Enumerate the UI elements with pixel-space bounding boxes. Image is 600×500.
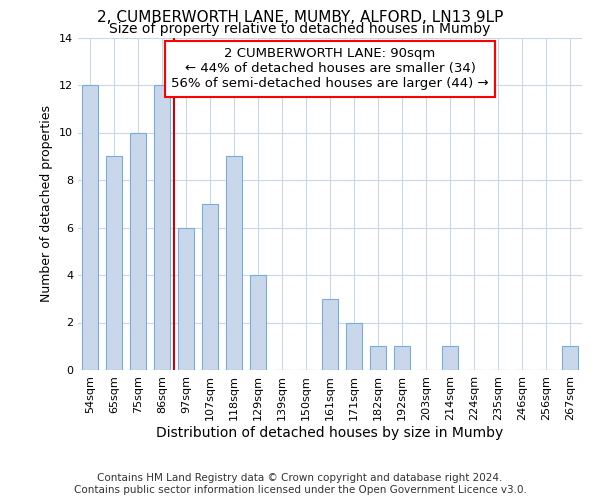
Bar (106, 156, 122, 370)
Bar (442, 346, 458, 370)
Bar (154, 85, 170, 370)
Bar (130, 132, 146, 370)
Text: Size of property relative to detached houses in Mumby: Size of property relative to detached ho… (109, 22, 491, 36)
Bar (226, 156, 242, 370)
Bar (178, 228, 194, 370)
Bar (202, 204, 218, 370)
Bar (346, 322, 362, 370)
Bar (82, 85, 98, 370)
X-axis label: Distribution of detached houses by size in Mumby: Distribution of detached houses by size … (157, 426, 503, 440)
Bar (562, 346, 578, 370)
Bar (250, 275, 266, 370)
Text: Contains HM Land Registry data © Crown copyright and database right 2024.
Contai: Contains HM Land Registry data © Crown c… (74, 474, 526, 495)
Text: 2, CUMBERWORTH LANE, MUMBY, ALFORD, LN13 9LP: 2, CUMBERWORTH LANE, MUMBY, ALFORD, LN13… (97, 10, 503, 25)
Bar (394, 346, 410, 370)
Bar (370, 346, 386, 370)
Bar (322, 298, 338, 370)
Text: 2 CUMBERWORTH LANE: 90sqm
← 44% of detached houses are smaller (34)
56% of semi-: 2 CUMBERWORTH LANE: 90sqm ← 44% of detac… (171, 48, 489, 90)
Y-axis label: Number of detached properties: Number of detached properties (40, 106, 53, 302)
